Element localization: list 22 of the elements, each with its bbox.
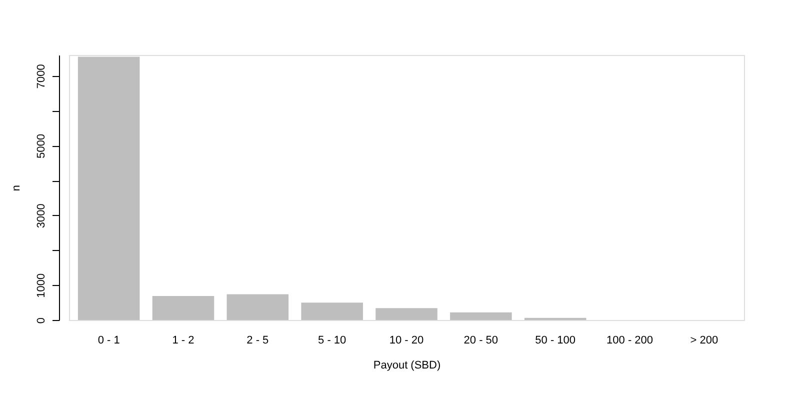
x-tick-label: 5 - 10 xyxy=(318,334,346,346)
x-axis-title: Payout (SBD) xyxy=(373,360,441,372)
y-tick-label: 3000 xyxy=(36,204,48,228)
x-tick-label: 100 - 200 xyxy=(606,334,654,346)
y-tick-label: 5000 xyxy=(36,134,48,158)
x-tick-label: 2 - 5 xyxy=(246,334,269,346)
x-tick-label: > 200 xyxy=(690,334,718,346)
bar xyxy=(152,296,214,320)
bar xyxy=(376,308,438,320)
x-tick-label: 0 - 1 xyxy=(98,334,120,346)
y-tick-label: 1000 xyxy=(36,273,48,298)
y-axis-title: n xyxy=(10,184,22,192)
x-tick-label: 10 - 20 xyxy=(389,334,424,346)
bar xyxy=(450,312,512,320)
y-tick-label: 7000 xyxy=(36,64,48,89)
x-tick-label: 50 - 100 xyxy=(535,334,576,346)
bar xyxy=(301,302,363,320)
bar xyxy=(226,294,289,320)
bar xyxy=(78,56,140,320)
y-tick-label: 0 xyxy=(36,317,48,324)
x-tick-label: 20 - 50 xyxy=(464,334,498,346)
x-tick-label: 1 - 2 xyxy=(172,334,194,346)
